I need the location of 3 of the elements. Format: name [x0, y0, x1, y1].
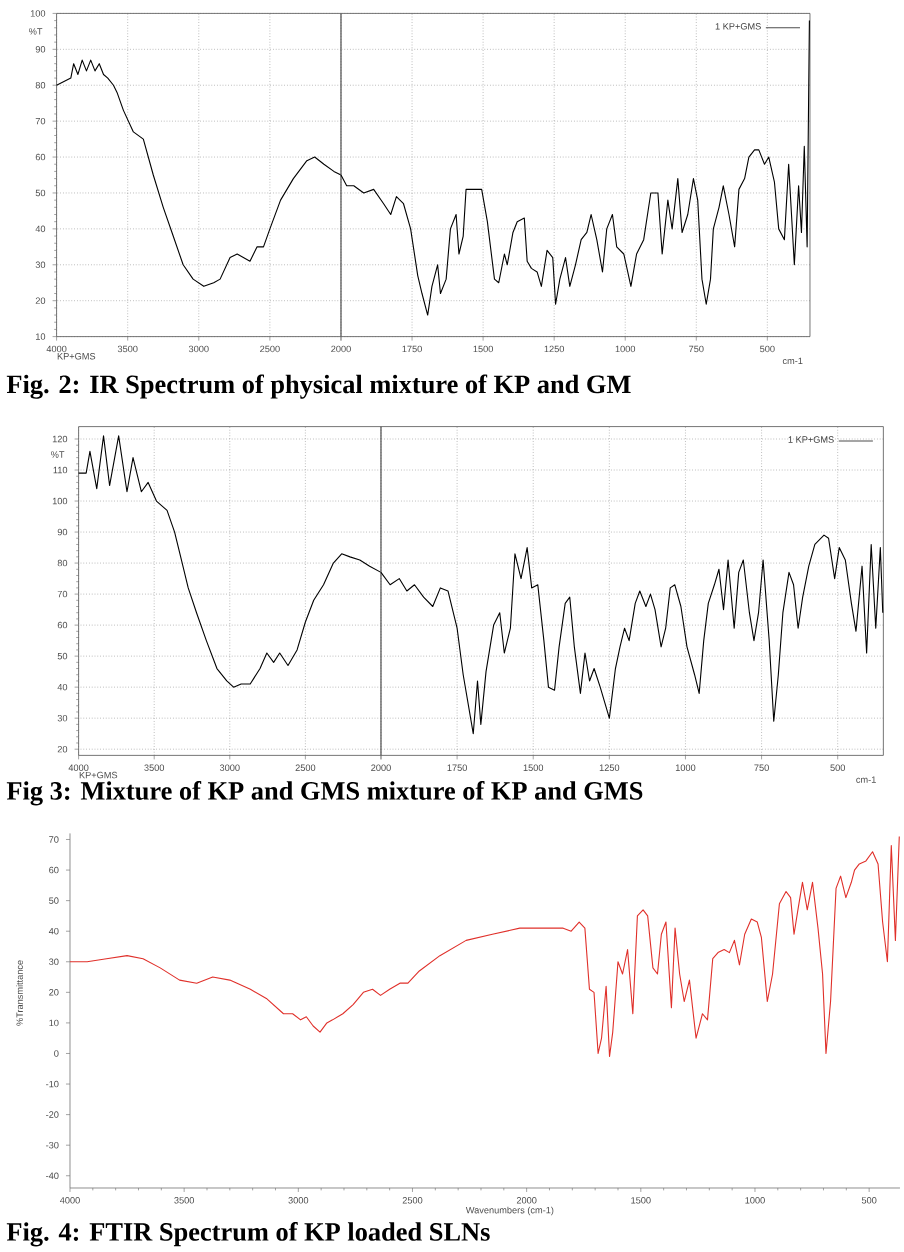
text: Fig 3: Mixture of KP and GMS mixture of KP and GMS — [6, 780, 643, 806]
text: Fig. 2: IR Spectrum of physical mixture of KP and GM — [6, 374, 631, 399]
text: Fig. 4: FTIR Spectrum of KP loaded SLNs — [6, 1221, 490, 1247]
